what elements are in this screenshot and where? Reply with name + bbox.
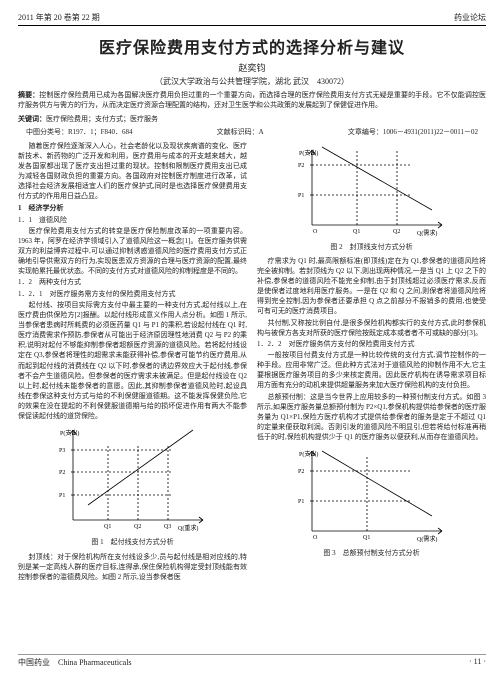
svg-text:Q2: Q2: [134, 524, 141, 530]
svg-text:P(支出): P(支出): [299, 149, 318, 157]
journal-name: 中国药业 China Pharmaceuticals: [18, 657, 132, 668]
heading-1: 1 经济学分析: [18, 203, 247, 213]
svg-text:P2: P2: [298, 469, 304, 475]
svg-text:Q3: Q3: [164, 524, 171, 530]
abstract: 摘要：控制医疗保险费用已成为各国解决医疗费用负担过重的一个重要方向，而选择合理的…: [18, 91, 486, 111]
artno: 文章编号：1006－4931(2011)22－0011－02: [348, 127, 478, 137]
fig2-caption: 图 2 封顶线支付方式分析: [257, 242, 486, 252]
section-name: 药业论坛: [454, 12, 486, 23]
kw-text: 医疗保险费用；支付方式；医疗服务: [46, 115, 158, 123]
para: 共付制,又称按比例自付,是很多保险机构都实行的支付方式,此时参保机构与被保方各支…: [257, 318, 486, 338]
para: 总额预付制：这是当今世界上应用较多的一种预付制支付方式。如图 3 所示,如果医疗…: [257, 392, 486, 443]
para: 一般按项目付费支付方式是一种比较传统的支付方式,调节控制作的一种手段。应用非常广…: [257, 350, 486, 391]
svg-text:Q(需求): Q(需求): [417, 535, 437, 543]
svg-text:O: O: [313, 229, 318, 235]
abstract-text: 控制医疗保险费用已成为各国解决医疗费用负担过重的一个重要方向，而选择合理的医疗保…: [18, 91, 486, 109]
figure-2: P(支出) Q(需求) P1 P2 O Q1 Q2 图 2 封顶线支付方式分析: [257, 145, 486, 252]
header-bar: 2011 年第 20 卷第 22 期 药业论坛: [18, 12, 486, 26]
svg-text:P2: P2: [59, 470, 65, 476]
identifiers: 中图分类号：R197．1；F840．684 文献标识码：A 文章编号：1006－…: [18, 127, 486, 137]
doccode: 文献标识码：A: [217, 127, 264, 137]
left-column: 随着医疗保险逐渐深入人心，社会老龄化以及现状疾病谱的变化、医疗新技术、新药物的广…: [18, 141, 247, 583]
page-number: · 11 ·: [469, 657, 486, 668]
heading-3: 1．2．2 对医疗服务供方支付的保险费用支付方式: [257, 339, 486, 349]
author: 赵奕钧: [18, 61, 486, 74]
chart-svg: P(支出) Q(需求) P1 P2 O Q1 Q2: [297, 145, 447, 240]
kw-label: 关键词：: [18, 115, 46, 123]
figure-1: P(支出) Q(重求) P1 P2 P3 Q1 Q2 Q3 图 1 起付线支付方式分析: [18, 425, 247, 547]
fig3-caption: 图 3 总额预付制支付方式分析: [257, 548, 486, 558]
svg-text:P1: P1: [298, 499, 304, 505]
para: 起付线、按项目实际需方支付中最主要的一种支付方式,起付线以上,在医疗费由供保险方…: [18, 300, 247, 422]
svg-text:Q1: Q1: [353, 229, 360, 235]
article-title: 医疗保险费用支付方式的选择分析与建议: [18, 34, 486, 58]
affiliation: （武汉大学政治与公共管理学院，湖北 武汉 430072）: [18, 76, 486, 87]
svg-text:Q2: Q2: [393, 229, 400, 235]
clc: 中图分类号：R197．1；F840．684: [26, 127, 133, 137]
para: 封顶线：对于保险机构所在支付线设多少,员与起付线是相对应线的,特别是某一定高线人…: [18, 552, 247, 582]
svg-text:Q(重求): Q(重求): [178, 524, 198, 532]
svg-text:P(支出): P(支出): [299, 450, 318, 458]
issue-info: 2011 年第 20 卷第 22 期: [18, 12, 100, 23]
svg-text:Q1: Q1: [104, 524, 111, 530]
fig1-caption: 图 1 起付线支付方式分析: [18, 537, 247, 547]
chart-svg: P(支出) Q(需求) P1 P2 O Q1: [297, 446, 447, 546]
keywords: 关键词：医疗保险费用；支付方式；医疗服务: [18, 114, 486, 124]
page-footer: 中国药业 China Pharmaceuticals · 11 ·: [18, 654, 486, 668]
abstract-label: 摘要：: [18, 91, 39, 99]
svg-text:P(支出): P(支出): [60, 429, 79, 437]
para: 医疗保险费用支付方式的转变是医疗保险制度改革的一项重要内容。1963 年，阿罗在…: [18, 226, 247, 277]
svg-text:P1: P1: [59, 493, 65, 499]
figure-3: P(支出) Q(需求) P1 P2 O Q1 图 3 总额预付制支付方式分析: [257, 446, 486, 558]
svg-text:O: O: [313, 535, 318, 541]
svg-text:P3: P3: [59, 448, 65, 454]
heading-2: 1．2 两种支付方式: [18, 277, 247, 287]
heading-2: 1．1 道德风险: [18, 215, 247, 225]
svg-text:P1: P1: [298, 193, 304, 199]
heading-3: 1．2．1 对医疗服务需方支付的保险费用支付方式: [18, 289, 247, 299]
right-column: P(支出) Q(需求) P1 P2 O Q1 Q2 图 2 封顶线支付方式分析 疗需求为 Q…: [257, 141, 486, 583]
chart-svg: P(支出) Q(重求) P1 P2 P3 Q1 Q2 Q3: [58, 425, 208, 535]
svg-text:P2: P2: [298, 163, 304, 169]
para: 随着医疗保险逐渐深入人心，社会老龄化以及现状疾病谱的变化、医疗新技术、新药物的广…: [18, 141, 247, 202]
svg-text:Q1: Q1: [363, 535, 370, 541]
svg-text:Q(需求): Q(需求): [417, 229, 437, 237]
para: 疗需求为 Q1 时,最高限额标准(即顶线)定在为 Q1,参保者的道德风险将完全被…: [257, 256, 486, 317]
body-columns: 随着医疗保险逐渐深入人心，社会老龄化以及现状疾病谱的变化、医疗新技术、新药物的广…: [18, 141, 486, 583]
